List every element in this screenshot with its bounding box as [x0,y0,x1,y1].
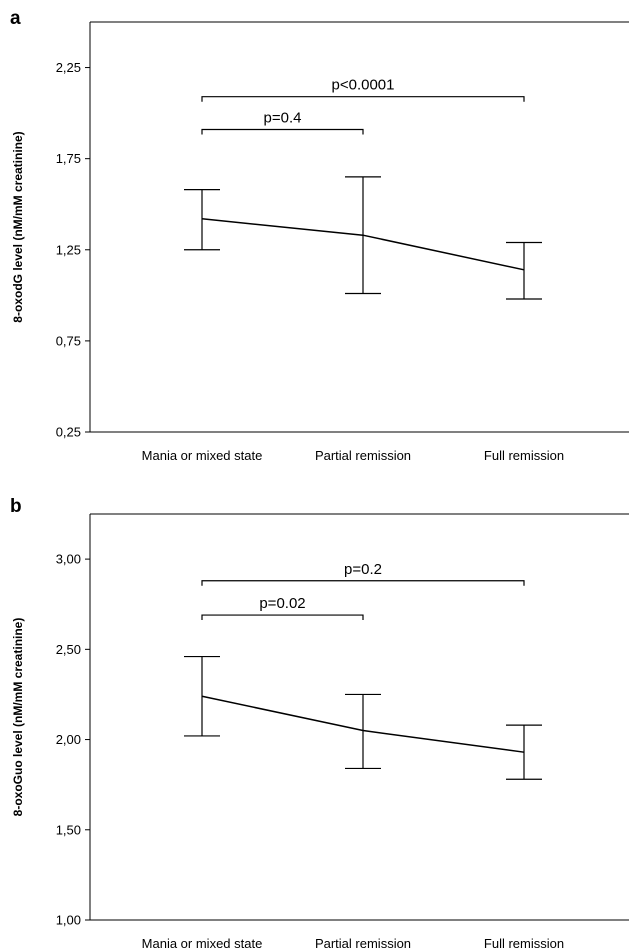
panel-a: a 0,25 0,75 1,25 1,75 2,25 Mania or mixed stat… [10,8,629,463]
p-value-label: p=0.4 [264,110,302,127]
x-category-label: Full remission [484,448,564,463]
p-value-label: p=0.02 [259,595,305,612]
mean-line [201,218,525,271]
significance-bracket [201,614,364,621]
x-category-label: Mania or mixed state [142,448,263,463]
y-tick-label: 1,50 [56,822,81,837]
panel-letter: b [10,496,22,517]
y-tick-label: 2,50 [56,642,81,657]
p-value-label: p<0.0001 [332,77,395,94]
x-category-label: Partial remission [315,448,411,463]
y-axis-label: 8-oxoGuo level (nM/mM creatinine) [11,618,25,817]
significance-bracket [201,128,364,135]
x-category-label: Full remission [484,936,564,951]
p-value-label: p=0.2 [344,561,382,578]
x-category-label: Partial remission [315,936,411,951]
significance-bracket [201,96,525,102]
y-tick-label: 0,25 [56,425,81,440]
y-tick-label: 3,00 [56,552,81,567]
y-tick-label: 2,25 [56,60,81,75]
y-tick-label: 1,75 [56,151,81,166]
panel-letter: a [10,8,21,29]
y-tick-label: 2,00 [56,732,81,747]
panel-b: b 1,00 1,50 2,00 2,50 3,00 Mania or mixed stat… [10,496,629,951]
y-axis-label: 8-oxodG level (nM/mM creatinine) [11,131,25,322]
y-tick-label: 1,25 [56,242,81,257]
x-category-label: Mania or mixed state [142,936,263,951]
significance-bracket [201,580,525,586]
y-tick-label: 1,00 [56,913,81,928]
y-tick-label: 0,75 [56,333,81,348]
mean-line [201,695,525,753]
